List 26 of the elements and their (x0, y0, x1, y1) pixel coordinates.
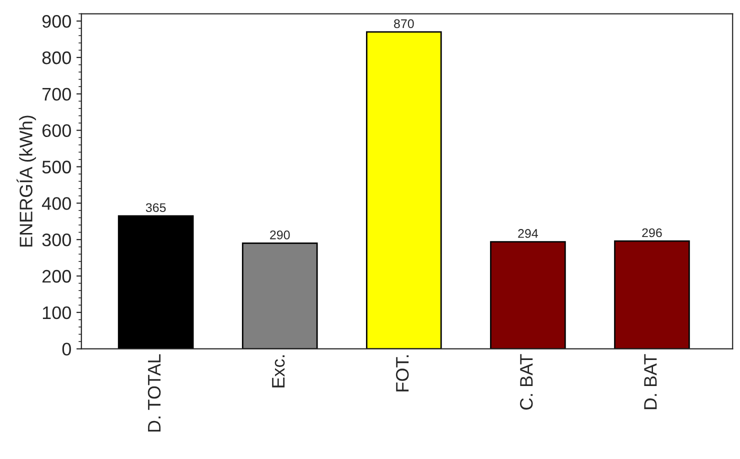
data-label: 294 (518, 229, 538, 238)
bar (366, 31, 442, 349)
data-label: 296 (642, 228, 662, 238)
bar (118, 215, 194, 349)
y-tick-label: 400 (42, 197, 71, 210)
y-tick-label: 600 (42, 124, 71, 138)
x-tick-label: D. TOTAL (148, 354, 161, 432)
x-tick-label: C. BAT (520, 354, 533, 410)
x-tick-label: Exc. (272, 355, 285, 388)
y-tick-label: 700 (42, 88, 71, 101)
y-tick-label: 900 (42, 14, 71, 28)
data-label: 365 (146, 203, 166, 212)
y-axis-title: ENERGÍA (kWh) (16, 116, 36, 247)
y-tick-label: 500 (42, 160, 71, 174)
data-label: 870 (394, 19, 414, 28)
bar (242, 242, 318, 349)
y-tick-label: 300 (42, 234, 71, 246)
y-tick-label: 0 (62, 342, 71, 356)
data-label: 290 (270, 230, 290, 240)
y-tick-label: 200 (42, 270, 71, 283)
bar (490, 241, 566, 349)
x-tick-label: D. BAT (644, 354, 657, 410)
y-tick-label: 100 (42, 306, 71, 320)
y-tick-label: 800 (42, 51, 71, 64)
x-tick-label: FOT. (396, 355, 409, 392)
bar (614, 240, 690, 349)
